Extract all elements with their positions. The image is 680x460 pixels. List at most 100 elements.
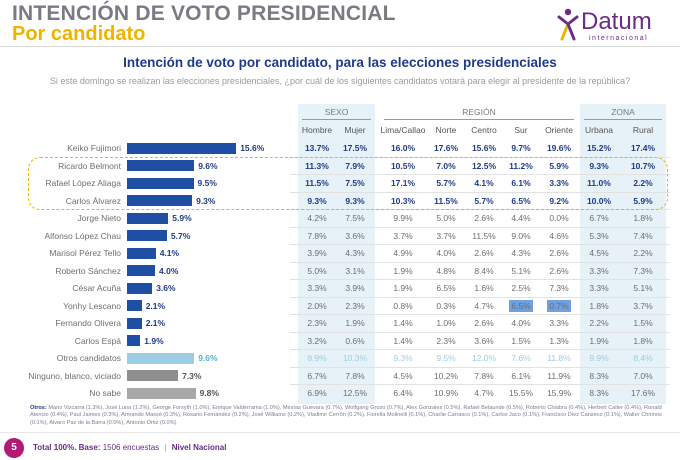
table-cell: 4.3% — [511, 248, 531, 258]
bar — [127, 352, 195, 364]
group-header-sexo: SEXO — [324, 107, 349, 117]
bar-value: 4.1% — [159, 248, 180, 258]
table-cell: 5.9% — [549, 160, 569, 171]
table-cell: 7.6% — [511, 353, 531, 363]
table-cell: 7.5% — [345, 178, 365, 188]
table-cell: 1.5% — [511, 335, 531, 346]
candidate-name: No sabe — [89, 388, 121, 398]
footer-separator: | — [164, 443, 167, 452]
row-separator — [290, 191, 670, 193]
table-cell: 9.9% — [393, 213, 413, 223]
column-header: Hombre — [301, 125, 333, 135]
bar-value: 15.6% — [240, 143, 265, 153]
table-cell: 3.9% — [345, 283, 365, 293]
table-cell: 3.3% — [549, 178, 569, 188]
table-cell: 4.7% — [474, 300, 494, 311]
table-cell: 2.6% — [474, 248, 494, 258]
page-number-badge: 5 — [4, 438, 24, 458]
table-cell: 4.8% — [436, 265, 456, 276]
table-cell: 2.6% — [474, 318, 494, 328]
table-cell: 1.3% — [549, 335, 569, 346]
table-cell: 10.9% — [433, 388, 459, 398]
table-cell: 1.9% — [393, 265, 413, 276]
table-cell: 4.4% — [511, 213, 531, 223]
table-cell: 8.3% — [589, 388, 609, 398]
table-cell: 15.9% — [546, 388, 572, 398]
candidate-name: César Acuña — [72, 283, 121, 293]
bar — [127, 265, 155, 276]
datum-logo: Datum internacional — [555, 6, 670, 46]
row-separator — [290, 331, 670, 333]
table-cell: 9.3% — [345, 195, 365, 206]
candidate-name: Alfonso López Chau — [44, 230, 121, 241]
bar — [127, 282, 153, 294]
row-separator — [290, 226, 670, 228]
table-cell: 3.6% — [474, 335, 494, 346]
table-cell: 7.0% — [633, 370, 653, 381]
table-cell: 8.3% — [589, 370, 609, 381]
table-cell: 19.6% — [546, 143, 572, 153]
bar — [127, 247, 156, 259]
table-cell: 6.7% — [589, 213, 609, 223]
bar-value: 7.3% — [182, 370, 202, 381]
table-cell: 1.5% — [633, 318, 653, 328]
table-cell: 17.1% — [390, 178, 416, 188]
table-cell: 9.3% — [307, 195, 327, 206]
table-cell: 7.3% — [549, 283, 569, 293]
column-header: Oriente — [545, 125, 573, 135]
candidate-name: Ricardo Belmont — [58, 160, 121, 171]
row-separator — [290, 366, 670, 368]
table-cell: 17.6% — [433, 143, 459, 153]
table-cell: 10.5% — [390, 160, 416, 171]
table-cell: 3.1% — [345, 265, 365, 276]
highlight-box — [28, 157, 668, 210]
table-cell: 11.8% — [547, 353, 571, 363]
others-note: Otros: Mario Vizcarra (1.3%), José Luna … — [30, 405, 675, 427]
group-header-región: REGIÓN — [462, 107, 496, 117]
table-cell: 8.9% — [307, 353, 327, 363]
table-cell: 6.5% — [436, 283, 456, 293]
table-cell: 4.6% — [549, 230, 569, 241]
row-separator — [290, 384, 670, 386]
table-cell: 13.7% — [304, 143, 330, 153]
table-cell: 9.5% — [436, 353, 456, 363]
table-cell: 3.7% — [393, 230, 413, 241]
table-cell: 11.5% — [434, 195, 458, 206]
shade-sexo — [298, 104, 375, 404]
footer: Total 100%. Base: 1506 encuestas | Nivel… — [33, 443, 226, 452]
table-cell: 1.8% — [589, 300, 609, 311]
candidate-name: Carlos Espá — [74, 335, 121, 346]
table-cell: 2.6% — [549, 265, 569, 276]
row-separator — [290, 279, 670, 281]
table-cell: 0.8% — [393, 300, 413, 311]
bar-value: 4.0% — [159, 265, 179, 276]
candidate-name: Otros candidatos — [56, 353, 121, 363]
table-cell: 5.7% — [474, 195, 494, 206]
bar — [127, 387, 196, 399]
table-cell: 10.7% — [630, 160, 656, 171]
table-cell: 10.3% — [390, 195, 416, 206]
table-cell: 3.6% — [345, 230, 365, 241]
bar — [127, 230, 167, 241]
table-cell: 12.5% — [342, 388, 368, 398]
table-cell: 16.0% — [390, 143, 416, 153]
table-cell: 15.5% — [508, 388, 534, 398]
table-cell: 1.9% — [345, 318, 365, 328]
shade-zona — [580, 104, 666, 404]
footer-scope: Nivel Nacional — [171, 443, 227, 452]
row-separator — [290, 349, 670, 351]
datum-figure-icon — [557, 8, 579, 41]
table-cell: 11.0% — [587, 178, 611, 188]
table-cell: 1.4% — [393, 318, 413, 328]
table-cell: 0.7% — [549, 300, 569, 311]
bar — [127, 335, 141, 346]
table-cell: 10.2% — [433, 370, 459, 381]
candidate-name: Marisol Pérez Tello — [49, 248, 121, 258]
logo-name: Datum — [581, 8, 652, 35]
table-cell: 3.9% — [307, 248, 327, 258]
table-cell: 7.5% — [345, 213, 365, 223]
candidate-name: Keiko Fujimori — [67, 143, 121, 153]
table-cell: 17.4% — [630, 143, 656, 153]
bar-value: 9.5% — [197, 178, 217, 188]
candidate-name: Roberto Sánchez — [55, 265, 121, 276]
